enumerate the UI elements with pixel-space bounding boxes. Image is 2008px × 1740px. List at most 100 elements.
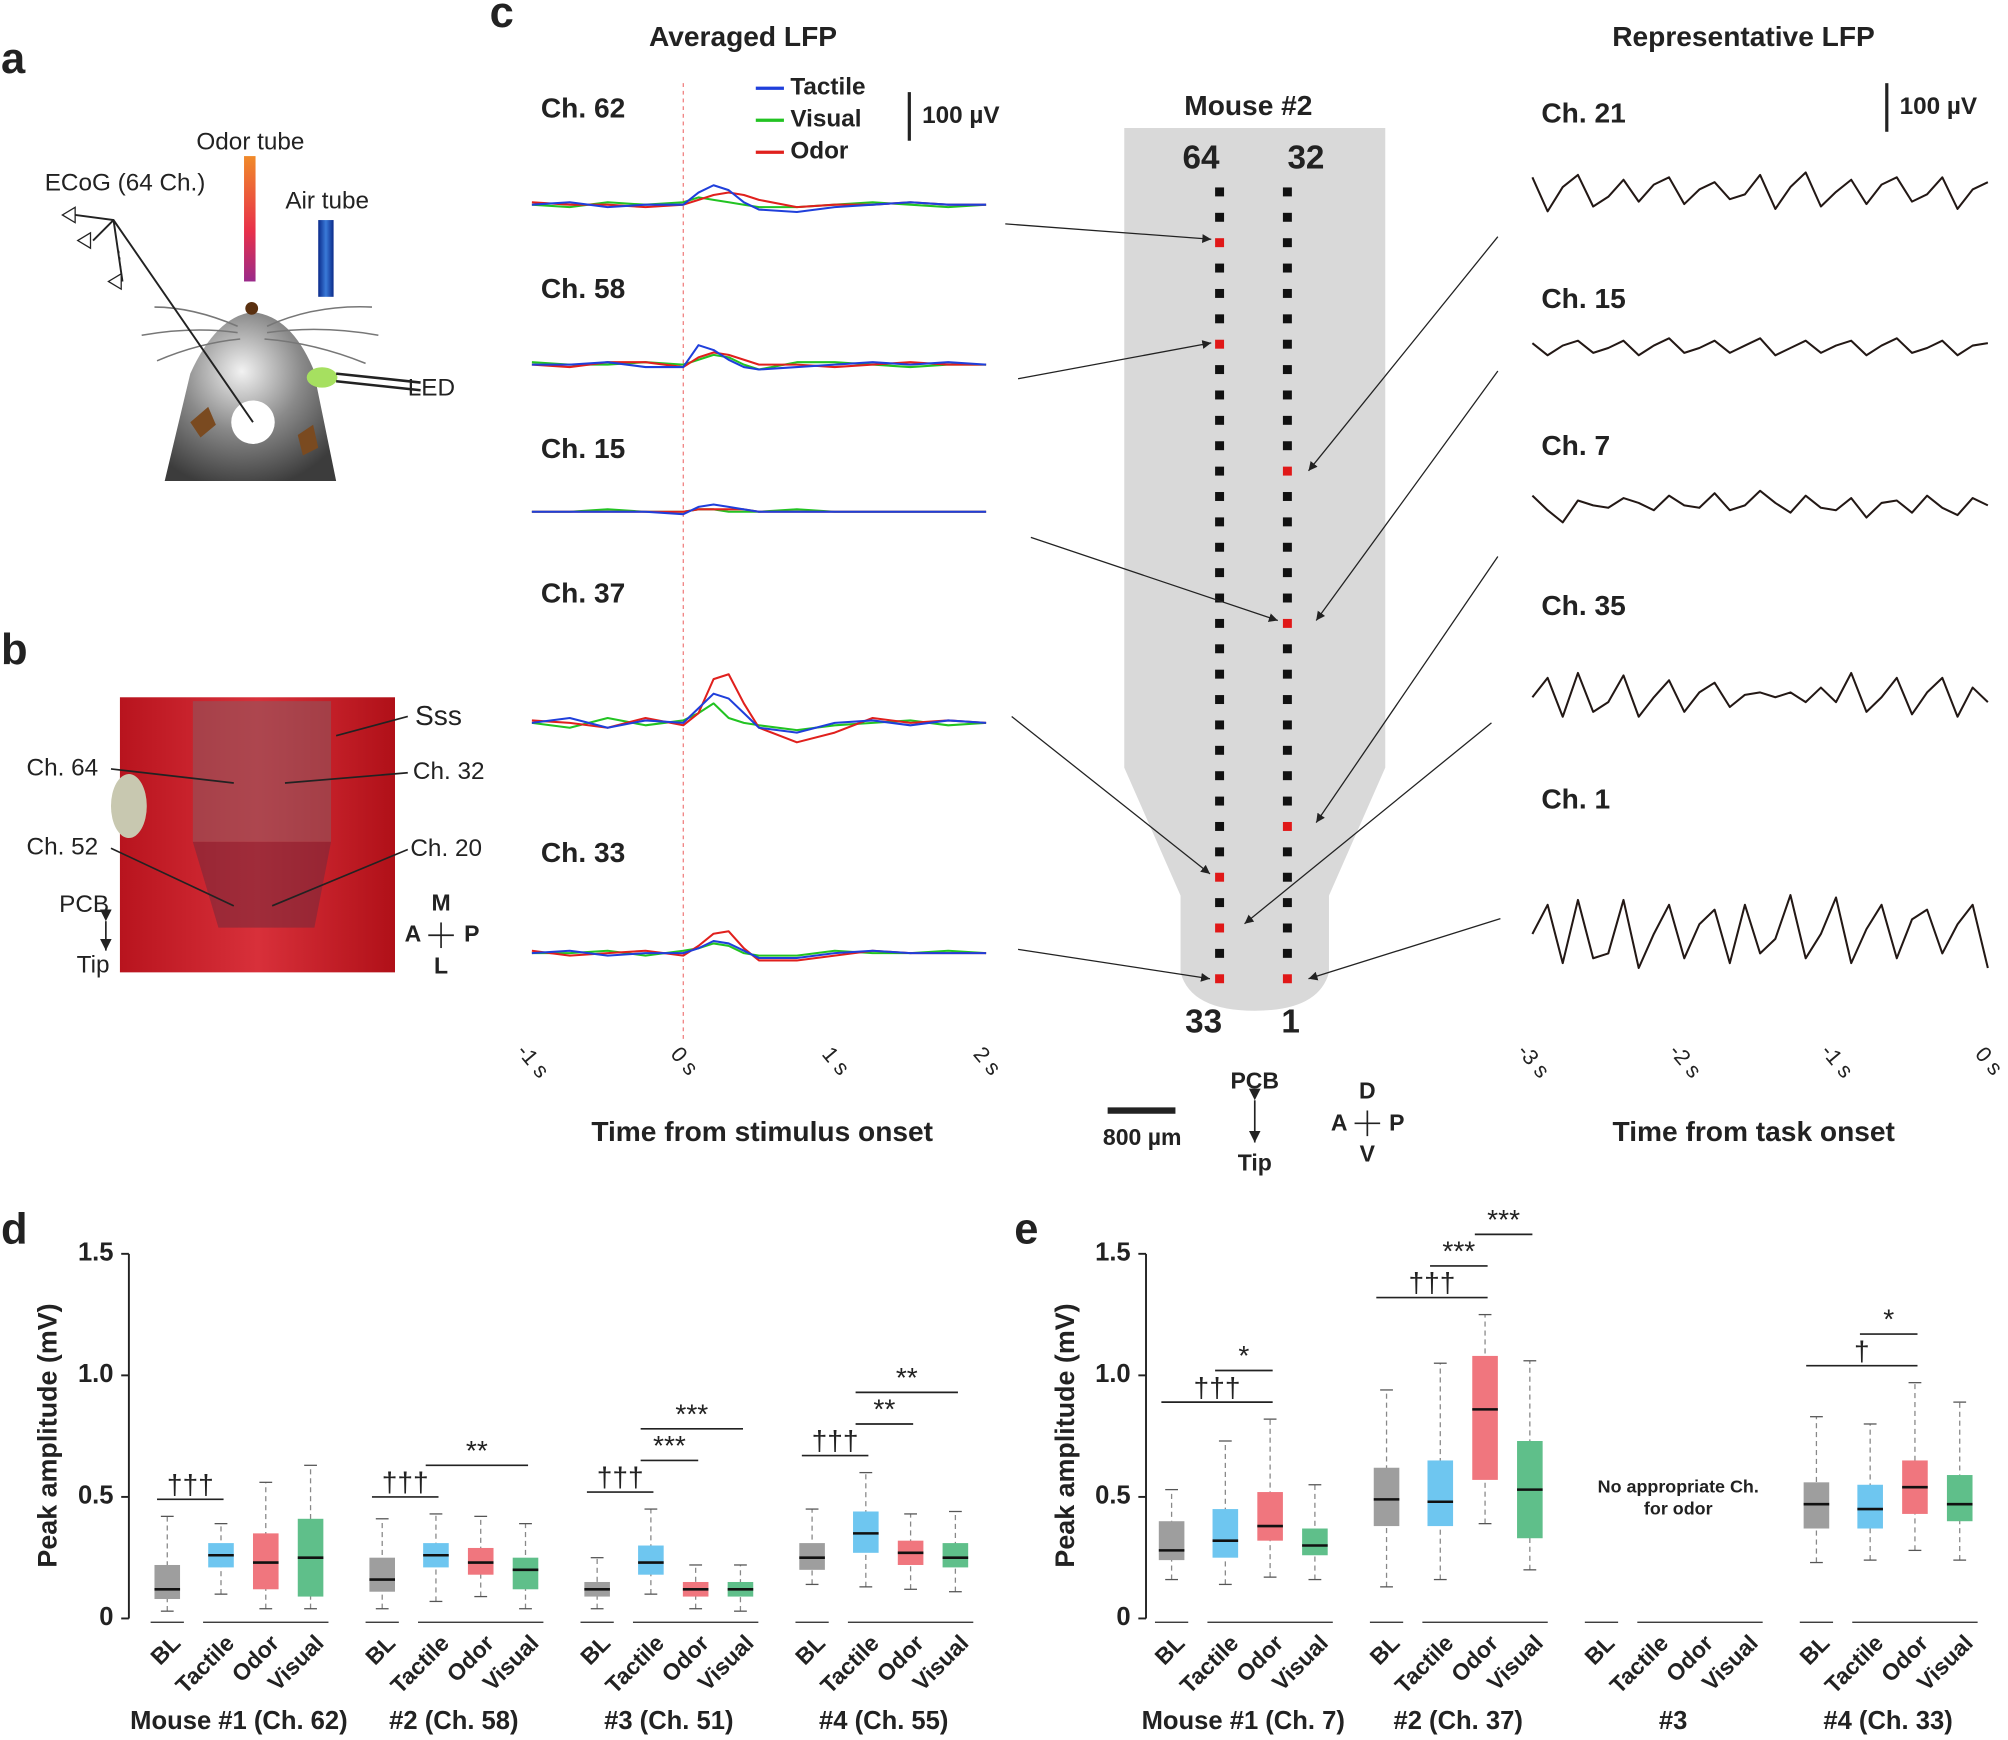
legend-label: Tactile [790,74,865,101]
label: PCB [1230,1067,1279,1093]
x-axis-label: Time from task onset [1613,1116,1896,1147]
panel-label: d [1,1206,28,1254]
label: M [431,890,450,916]
trace [1531,894,1989,970]
electrode [1282,796,1292,806]
label: V [1360,1140,1376,1166]
y-tick-label: 1.0 [1095,1360,1131,1388]
electrode [1215,390,1225,400]
electrode [1282,644,1292,654]
electrode [1215,212,1225,222]
electrode [1215,263,1225,273]
electrode [1282,720,1292,730]
x-tick-label: BL [790,1630,830,1670]
probe-shank [1124,127,1386,1011]
trace [531,503,987,516]
electrode [1282,872,1292,882]
electrode [1215,568,1225,578]
electrode [1282,568,1292,578]
electrode [1282,517,1292,527]
electrode [1215,238,1225,248]
channel-label: Ch. 21 [1541,98,1625,129]
x-tick-label: Tactile [1819,1630,1888,1699]
electrode [1215,695,1225,705]
significance-label: ††† [812,1425,859,1456]
electrode [1215,517,1225,527]
box [638,1545,664,1575]
significance-label: ††† [1408,1267,1455,1298]
label: Tip [77,951,110,978]
ear [297,424,319,456]
trace [1531,171,1989,213]
label: Ch. 20 [410,835,482,862]
electrode [1282,492,1292,501]
ear [190,406,216,438]
electrode [1282,821,1292,831]
channel-label: Ch. 33 [541,837,625,868]
group-label: Mouse #1 (Ch. 62) [130,1707,347,1735]
electrode [1282,974,1292,984]
x-tick-label: -1 s [512,1039,555,1083]
electrode [1282,695,1292,705]
box [942,1543,969,1568]
significance-label: ** [466,1435,488,1466]
probe-label: 64 [1183,140,1220,177]
panel-label: c [490,0,514,37]
channel-label: Ch. 15 [541,433,625,464]
x-axis-label: Time from stimulus onset [591,1116,933,1147]
trace [531,344,987,371]
x-tick-label: BL [1794,1630,1834,1670]
electrode [1215,948,1225,958]
electrode [1282,339,1292,349]
box [1472,1355,1498,1480]
box [1302,1528,1328,1556]
panel-label: a [1,35,26,83]
electrode [1282,263,1292,273]
trace [531,939,987,960]
ecog-arrows [61,206,122,291]
electrode [1282,745,1292,755]
electrode [1215,821,1225,831]
x-tick-label: -3 s [1513,1039,1556,1083]
label: PCB [59,891,109,918]
significance-label: † [1854,1335,1870,1366]
trace [1531,489,1989,524]
photo [100,697,454,973]
x-tick-label: BL [1150,1630,1190,1670]
x-tick-label: BL [1579,1630,1619,1670]
box [1946,1475,1973,1522]
x-tick-label: Tactile [1390,1630,1459,1699]
x-tick-label: Tactile [1175,1630,1244,1699]
ecog-dots [118,250,122,269]
label: A [405,920,422,946]
group-label: #4 (Ch. 33) [1823,1707,1952,1735]
channel-label: Ch. 15 [1541,283,1625,314]
group-label: #2 (Ch. 37) [1394,1707,1523,1735]
x-tick-label: Tactile [170,1630,239,1699]
box [1212,1509,1239,1558]
trace [1531,671,1989,718]
x-tick-label: BL [1365,1630,1405,1670]
electrode [1282,923,1292,933]
x-tick-label: BL [360,1630,400,1670]
x-tick-label: 0 s [1970,1042,2008,1080]
electrode [1215,593,1225,603]
label: P [464,920,479,946]
label: A [1331,1110,1348,1136]
x-tick-label: 1 s [817,1042,855,1080]
x-tick-label: 0 s [666,1042,704,1080]
box [154,1564,181,1600]
electrode [1282,948,1292,958]
x-tick-label: 2 s [969,1042,1007,1080]
electrode [1215,669,1225,679]
ecog-cable [75,213,254,423]
electrode [1282,593,1292,603]
electrode [1215,847,1225,857]
panel-label: e [1014,1206,1038,1254]
chart-title: Representative LFP [1612,21,1875,52]
significance-label: * [1883,1304,1894,1335]
x-tick-label: -2 s [1664,1039,1707,1083]
